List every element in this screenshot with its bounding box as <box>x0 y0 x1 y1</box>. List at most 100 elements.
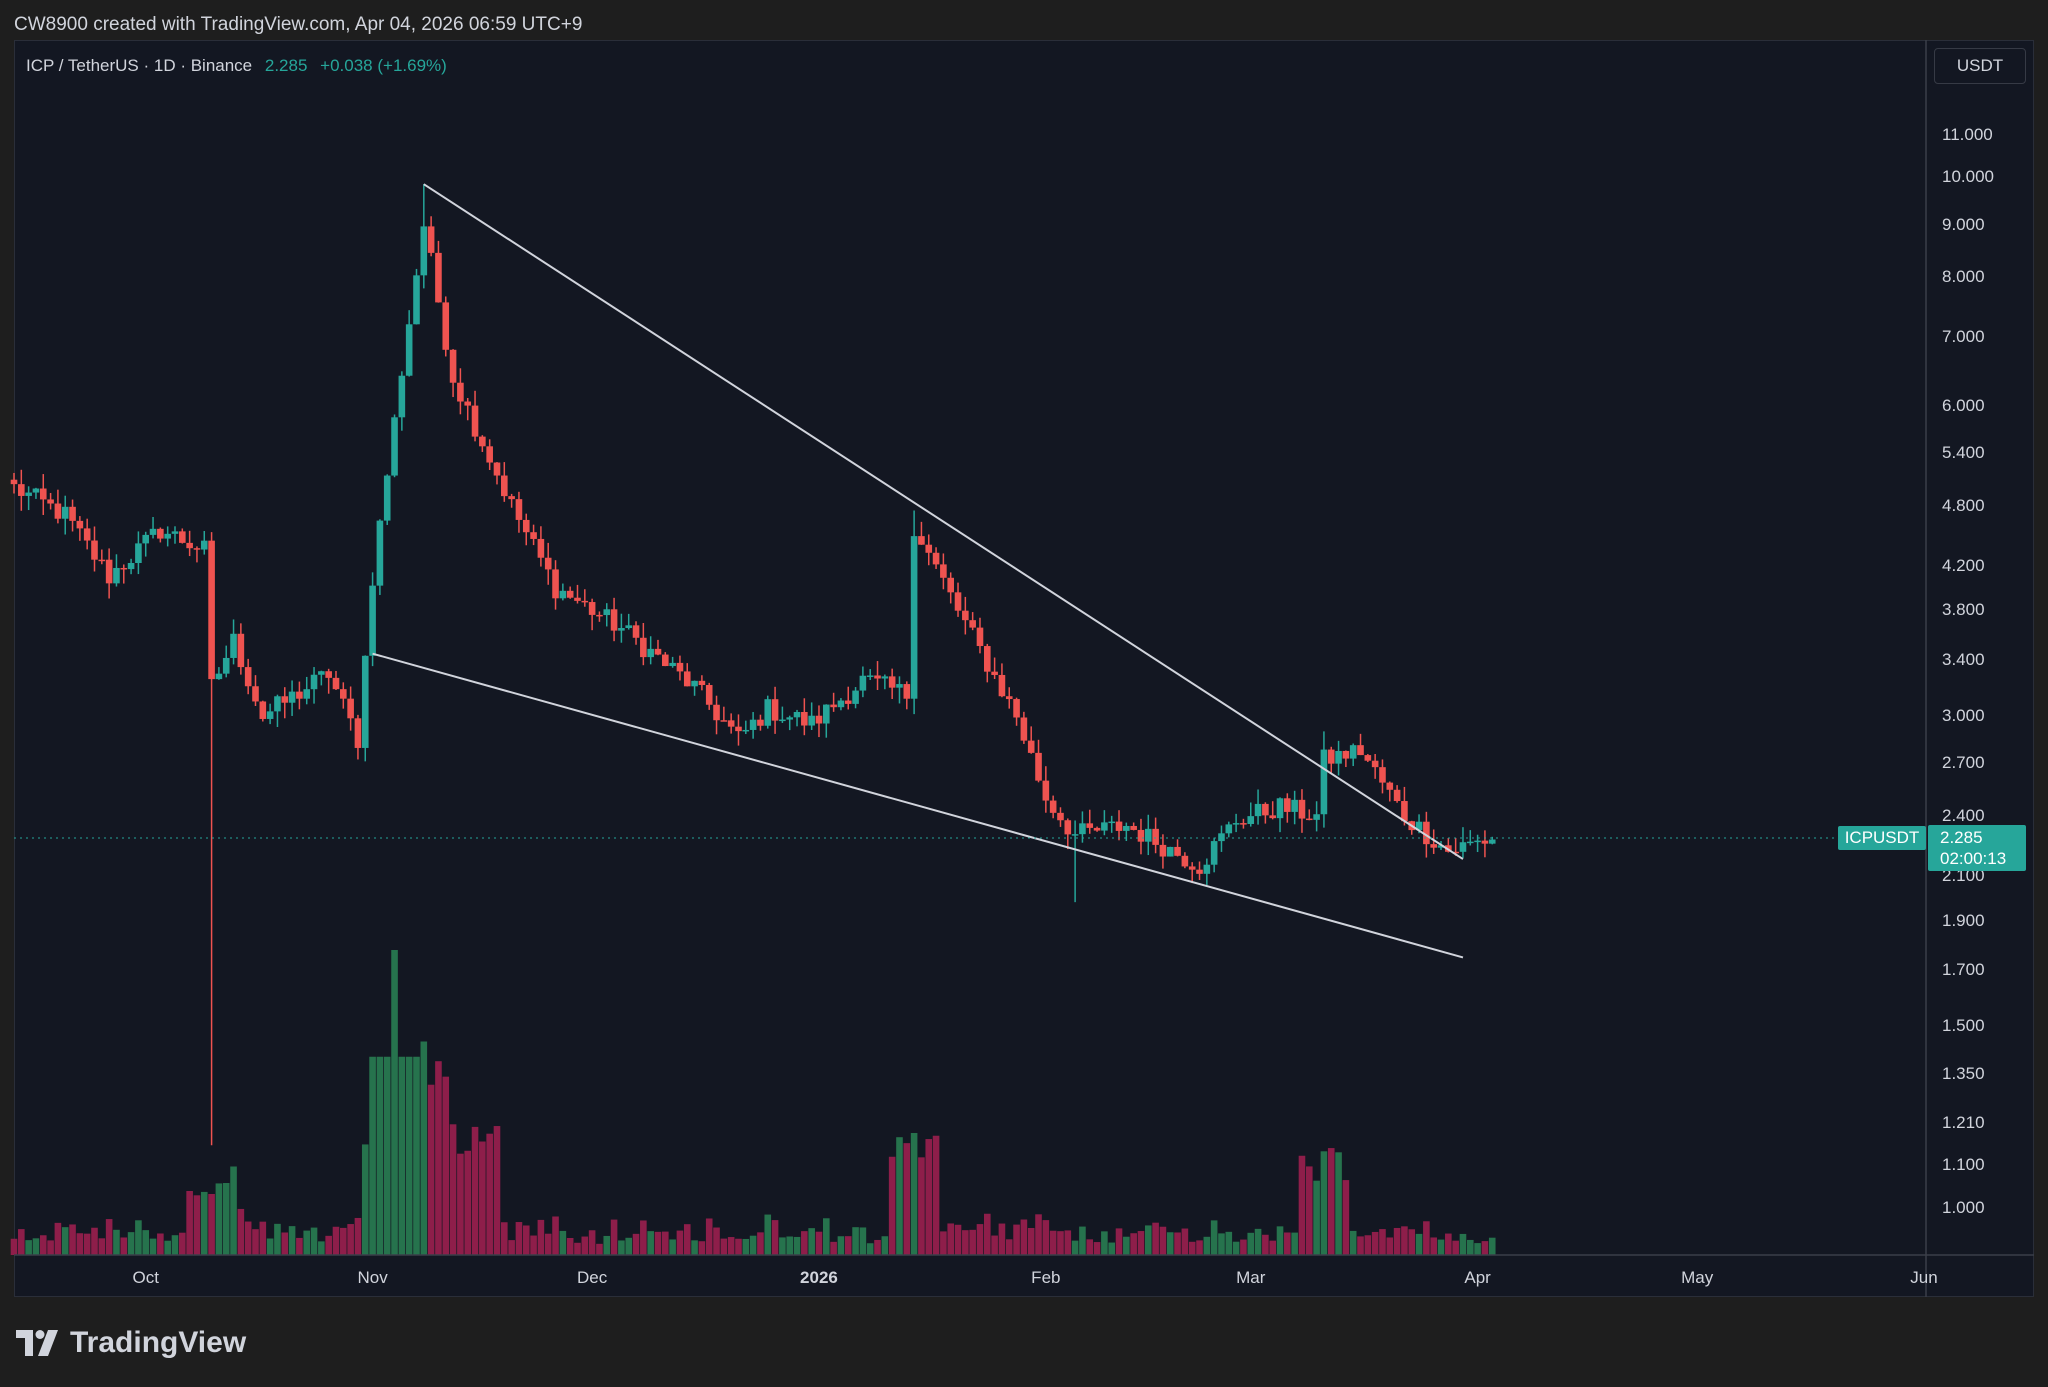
candle-body <box>837 700 845 708</box>
candle-body <box>1371 760 1379 768</box>
candle-body <box>274 696 281 712</box>
candle-body <box>486 446 493 463</box>
candle-body <box>1225 824 1233 834</box>
candle-body <box>1474 840 1481 843</box>
candle-body <box>625 625 633 629</box>
candle-body <box>1115 821 1123 831</box>
volume-bar <box>1240 1239 1247 1255</box>
candle-body <box>47 499 54 504</box>
candle-body <box>230 633 237 658</box>
candle-body <box>1086 823 1094 828</box>
volume-bar <box>288 1226 296 1255</box>
candle-body <box>1159 844 1167 857</box>
candle-body <box>1393 789 1401 802</box>
volume-bar <box>1415 1233 1423 1255</box>
volume-bar <box>866 1243 874 1255</box>
volume-bar <box>1423 1221 1430 1255</box>
candle-body <box>1101 822 1108 831</box>
volume-bar <box>1196 1240 1203 1255</box>
volume-bar <box>325 1235 332 1255</box>
volume-bar <box>98 1238 106 1255</box>
candle-body <box>1386 782 1394 790</box>
candle-body <box>508 496 515 500</box>
volume-bar <box>1386 1237 1394 1255</box>
candle-body <box>25 492 32 496</box>
candle-body <box>1108 821 1116 824</box>
volume-bar <box>303 1230 311 1255</box>
candle-body <box>1247 816 1255 824</box>
candle-body <box>1423 821 1430 845</box>
candle-body <box>376 520 384 586</box>
candle-body <box>1035 752 1042 781</box>
volume-bar <box>1349 1230 1357 1255</box>
candle-body <box>830 704 837 708</box>
volume-bar <box>720 1238 728 1255</box>
candle-body <box>1327 749 1335 764</box>
candle-body <box>501 475 508 497</box>
volume-bar <box>457 1153 464 1255</box>
candle-body <box>1196 869 1203 874</box>
volume-bar <box>1020 1219 1028 1255</box>
price-tick-label: 11.000 <box>1942 124 1993 144</box>
volume-bar <box>881 1236 889 1255</box>
volume-bar <box>969 1229 976 1255</box>
candle-body <box>581 600 589 603</box>
candle-body <box>1152 828 1159 845</box>
candle-body <box>1181 855 1189 867</box>
time-tick-label: Nov <box>357 1268 388 1287</box>
candle-body <box>786 717 794 720</box>
volume-bar <box>1357 1236 1364 1255</box>
candle-body <box>515 499 523 520</box>
chart-frame[interactable] <box>14 40 2034 1297</box>
volume-bar <box>1166 1232 1174 1255</box>
volume-bar <box>25 1240 32 1255</box>
volume-bar <box>1115 1228 1123 1255</box>
candle-body <box>947 577 955 593</box>
candle-body <box>325 671 332 678</box>
candle-body <box>640 637 647 658</box>
volume-bar <box>1210 1220 1218 1255</box>
candle-body <box>383 475 391 521</box>
time-tick-label: Apr <box>1464 1268 1491 1287</box>
price-change-value: +0.038 (+1.69%) <box>320 56 447 75</box>
candle-body <box>1415 821 1423 831</box>
volume-bar <box>596 1243 603 1255</box>
price-tick-label: 1.700 <box>1942 960 1985 980</box>
volume-bar <box>1466 1239 1474 1255</box>
volume-bar <box>896 1137 903 1255</box>
price-tick-label: 4.800 <box>1942 495 1985 515</box>
volume-bar <box>61 1227 69 1255</box>
volume-bar <box>683 1224 691 1255</box>
volume-bar <box>1188 1241 1196 1255</box>
candle-body <box>844 700 852 704</box>
price-tick-label: 7.000 <box>1942 327 1985 347</box>
volume-bar <box>1430 1237 1437 1255</box>
volume-bar <box>669 1239 676 1255</box>
candle-body <box>142 534 150 544</box>
volume-bar <box>1049 1230 1057 1255</box>
candle-body <box>61 506 69 519</box>
currency-selector[interactable]: USDT <box>1934 48 2026 84</box>
volume-bar <box>361 1144 369 1255</box>
candle-body <box>1064 820 1072 835</box>
volume-bar <box>574 1242 581 1255</box>
candle-body <box>676 662 684 672</box>
candle-body <box>471 405 479 437</box>
volume-bar <box>230 1166 237 1255</box>
volume-bar <box>801 1231 808 1255</box>
candle-body <box>1269 815 1276 819</box>
candle-body <box>559 590 567 599</box>
brand[interactable]: TradingView <box>16 1326 246 1360</box>
volume-bar <box>1130 1233 1137 1255</box>
candles-layer <box>10 184 1496 1146</box>
volume-bar <box>347 1224 354 1255</box>
candle-body <box>537 538 545 558</box>
volume-bar <box>764 1214 772 1255</box>
volume-bar <box>274 1223 281 1255</box>
candle-body <box>237 633 245 668</box>
volume-bar <box>742 1238 750 1255</box>
volume-bar <box>413 1056 420 1255</box>
symbol-header[interactable]: ICP / TetherUS · 1D · Binance 2.285 +0.0… <box>26 56 447 76</box>
candle-body <box>91 540 98 560</box>
